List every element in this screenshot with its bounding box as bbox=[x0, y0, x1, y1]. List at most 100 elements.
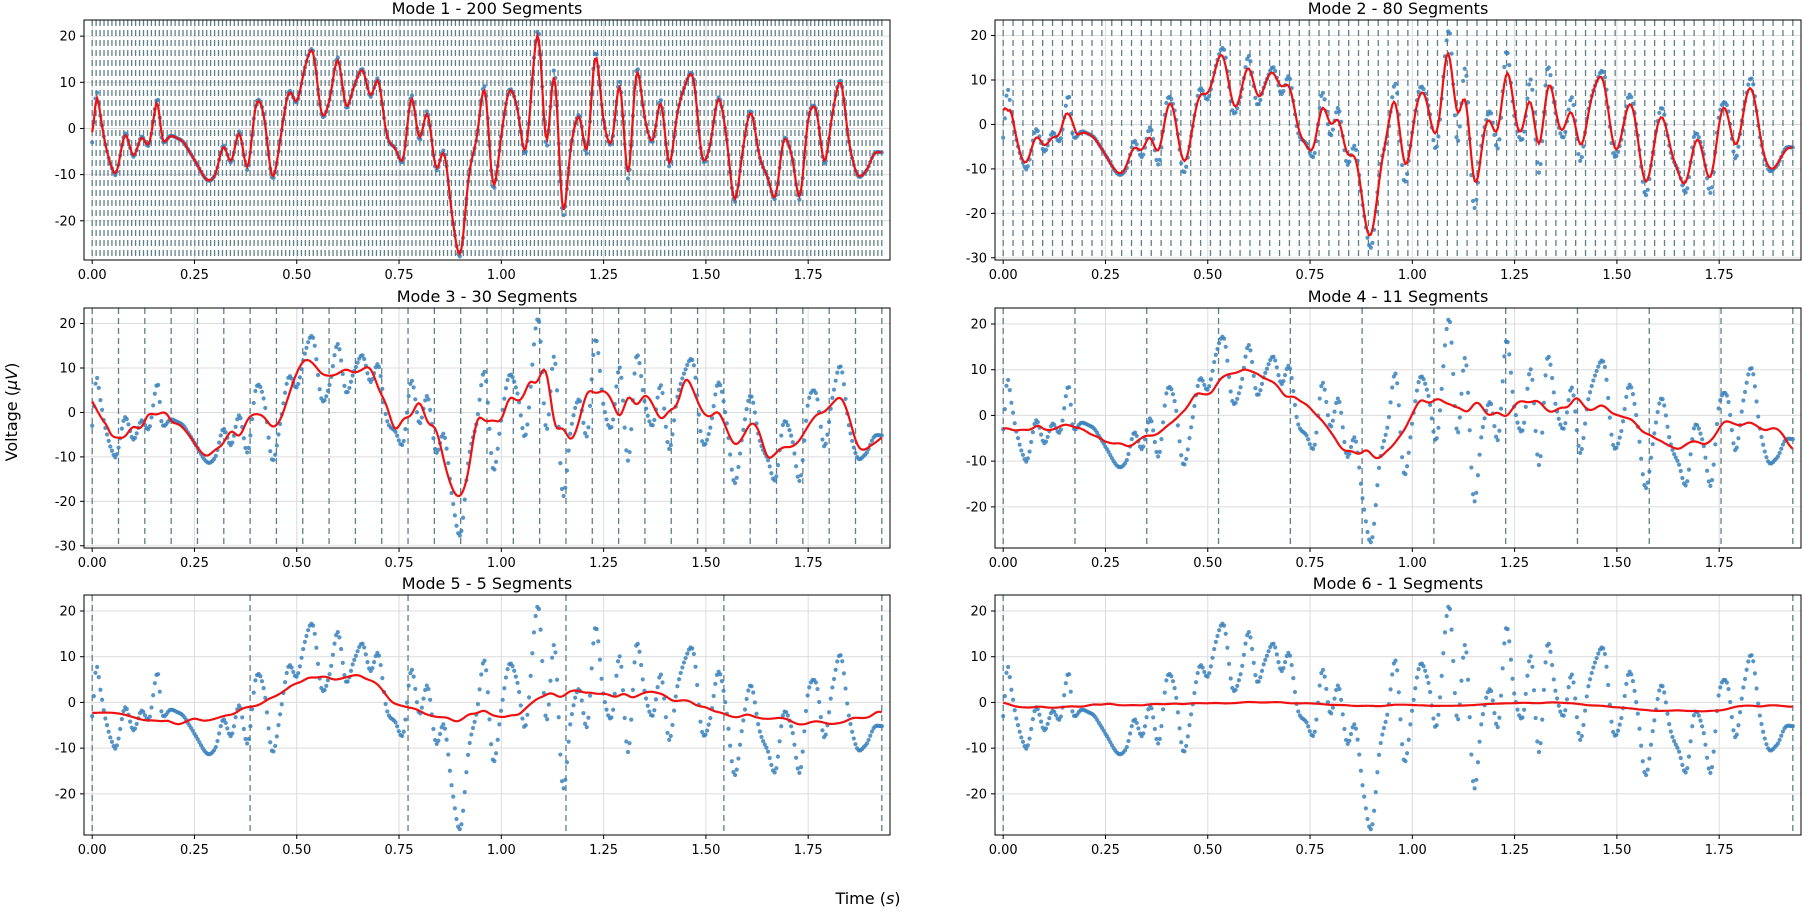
scatter-point bbox=[785, 423, 790, 428]
fit-line bbox=[1002, 700, 1793, 713]
scatter-point bbox=[119, 426, 124, 431]
scatter-point bbox=[1698, 718, 1703, 723]
scatter-point bbox=[465, 752, 471, 757]
scatter-point bbox=[869, 729, 875, 734]
scatter-point bbox=[1724, 680, 1729, 685]
scatter-point bbox=[1001, 714, 1006, 719]
scatter-point bbox=[1756, 414, 1761, 419]
panel-6: 0.00 0.25 0.50 0.75 1.00 1.25 1.50 1.75-20-1001… bbox=[966, 574, 1802, 858]
scatter-point bbox=[108, 444, 113, 449]
scatter-point bbox=[823, 441, 828, 446]
scatter-point bbox=[113, 455, 118, 460]
scatter-point bbox=[1376, 465, 1382, 470]
scatter-point bbox=[1500, 666, 1505, 671]
x-tick-label: 0.25 bbox=[1091, 556, 1120, 571]
x-tick-label: 0.50 bbox=[1193, 268, 1222, 283]
scatter-point bbox=[1307, 442, 1312, 447]
scatter-point bbox=[156, 382, 161, 388]
scatter-point bbox=[1355, 737, 1360, 742]
scatter-point bbox=[1576, 151, 1581, 157]
scatter-point bbox=[249, 707, 255, 712]
scatter-point bbox=[147, 424, 152, 429]
scatter-point bbox=[1353, 147, 1359, 153]
scatter-point bbox=[853, 450, 858, 456]
scatter-point bbox=[241, 436, 246, 441]
scatter-point bbox=[1657, 110, 1662, 115]
scatter-point bbox=[569, 421, 574, 426]
scatter-point bbox=[1126, 738, 1131, 744]
scatter-point bbox=[1282, 659, 1288, 665]
scatter-point bbox=[711, 404, 716, 409]
scatter-point bbox=[1043, 439, 1049, 444]
scatter-point bbox=[1528, 367, 1533, 372]
scatter-point bbox=[538, 339, 543, 344]
scatter-point bbox=[1683, 190, 1688, 195]
scatter-point bbox=[393, 720, 398, 725]
axes-frame bbox=[994, 594, 1802, 836]
scatter-point bbox=[1221, 623, 1227, 628]
scatter-point bbox=[1530, 664, 1535, 669]
scatter-point bbox=[1431, 138, 1436, 143]
scatter-point bbox=[1132, 430, 1138, 435]
scatter-point bbox=[1408, 722, 1413, 727]
scatter-point bbox=[457, 254, 462, 259]
scatter-point bbox=[1182, 169, 1187, 175]
scatter-point bbox=[503, 675, 509, 680]
scatter-point bbox=[1566, 685, 1571, 690]
scatter-point bbox=[1330, 705, 1335, 710]
scatter-point bbox=[345, 389, 350, 395]
scatter-point bbox=[1015, 723, 1021, 728]
x-tick-label: 0.75 bbox=[1296, 556, 1325, 571]
scatter-point bbox=[1576, 443, 1581, 448]
scatter-point bbox=[1546, 65, 1551, 70]
scatter-point bbox=[1624, 681, 1629, 687]
scatter-point bbox=[218, 433, 223, 438]
scatter-point bbox=[1179, 161, 1184, 166]
scatter-point bbox=[1329, 711, 1334, 716]
x-tick-label: 1.75 bbox=[794, 268, 823, 283]
scatter-point bbox=[1334, 110, 1339, 115]
scatter-point bbox=[1526, 372, 1532, 377]
scatter-point bbox=[1454, 713, 1459, 718]
scatter-point bbox=[424, 394, 429, 399]
scatter-point bbox=[1558, 422, 1563, 427]
scatter-point bbox=[1470, 779, 1476, 784]
scatter-point bbox=[594, 52, 599, 57]
scatter-point bbox=[1151, 428, 1156, 433]
scatter-point bbox=[296, 671, 301, 676]
scatter-point bbox=[1728, 412, 1733, 418]
scatter-point bbox=[670, 722, 675, 728]
scatter-point bbox=[1742, 389, 1748, 395]
scatter-point bbox=[350, 662, 355, 667]
scatter-point bbox=[1243, 641, 1248, 646]
scatter-point bbox=[599, 676, 604, 681]
scatter-point bbox=[1228, 389, 1233, 394]
scatter-point bbox=[340, 371, 345, 377]
panel-3: 0.00 0.25 0.50 0.75 1.00 1.25 1.50 1.75-30-20-1… bbox=[55, 287, 891, 571]
scatter-point bbox=[475, 702, 481, 707]
scatter-point bbox=[721, 399, 726, 404]
scatter-point bbox=[113, 173, 118, 178]
scatter-point bbox=[1210, 368, 1215, 373]
scatter-point bbox=[1780, 442, 1786, 447]
scatter-point bbox=[1779, 733, 1784, 738]
scatter-point bbox=[1314, 430, 1319, 435]
scatter-point bbox=[1226, 661, 1232, 666]
scatter-point bbox=[1660, 684, 1665, 689]
scatter-point bbox=[1601, 359, 1606, 364]
scatter-point bbox=[1067, 672, 1072, 677]
scatter-point bbox=[548, 678, 553, 683]
scatter-point bbox=[1207, 384, 1212, 389]
scatter-point bbox=[340, 660, 345, 665]
scatter-point bbox=[1235, 683, 1240, 689]
fit-line bbox=[1002, 368, 1794, 460]
scatter-point bbox=[1342, 439, 1347, 445]
scatter-point bbox=[617, 654, 622, 659]
scatter-point bbox=[365, 660, 370, 665]
scatter-point bbox=[1744, 667, 1749, 672]
scatter-point bbox=[347, 385, 352, 391]
x-tick-label: 1.50 bbox=[1602, 843, 1631, 858]
scatter-point bbox=[489, 742, 494, 747]
scatter-point bbox=[1489, 688, 1494, 694]
scatter-point bbox=[1667, 435, 1672, 440]
